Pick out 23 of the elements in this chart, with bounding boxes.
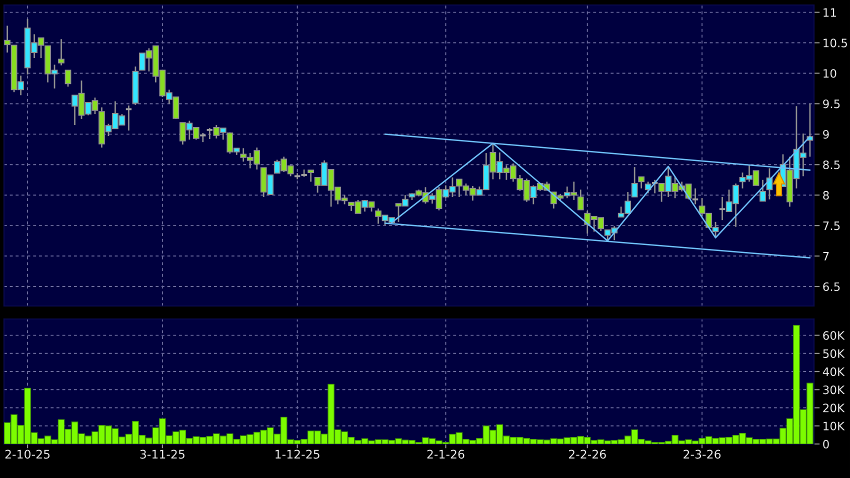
- y-tick-label: 60K: [823, 331, 845, 340]
- x-tick-label: 1-12-25: [276, 450, 320, 459]
- y-tick-label: 20K: [823, 404, 845, 412]
- y-tick-label: 9.5: [823, 100, 840, 108]
- x-tick-label: 2-1-26: [427, 450, 464, 459]
- y-tick-label: 8.5: [823, 160, 840, 170]
- y-tick-label: 30K: [823, 385, 845, 394]
- y-tick-label: 40K: [822, 367, 845, 376]
- y-tick-label: 8: [823, 190, 829, 200]
- y-tick-label: 9: [823, 130, 829, 139]
- y-tick-label: 10.5: [824, 38, 847, 48]
- x-tick-label: 3-11-25: [140, 450, 184, 459]
- y-tick-label: 11: [824, 8, 836, 17]
- y-tick-label: 6.5: [823, 282, 840, 292]
- x-tick-label: 2-10-25: [5, 450, 50, 459]
- x-tick-label: 2-2-26: [568, 450, 606, 459]
- y-tick-label: 10: [824, 69, 836, 78]
- y-tick-label: 7.5: [823, 222, 840, 230]
- y-tick-label: 0: [823, 440, 829, 449]
- x-tick-label: 2-3-26: [684, 450, 721, 459]
- y-tick-label: 7: [823, 252, 829, 260]
- y-tick-label: 50K: [823, 349, 845, 358]
- y-tick-label: 10K: [824, 422, 845, 430]
